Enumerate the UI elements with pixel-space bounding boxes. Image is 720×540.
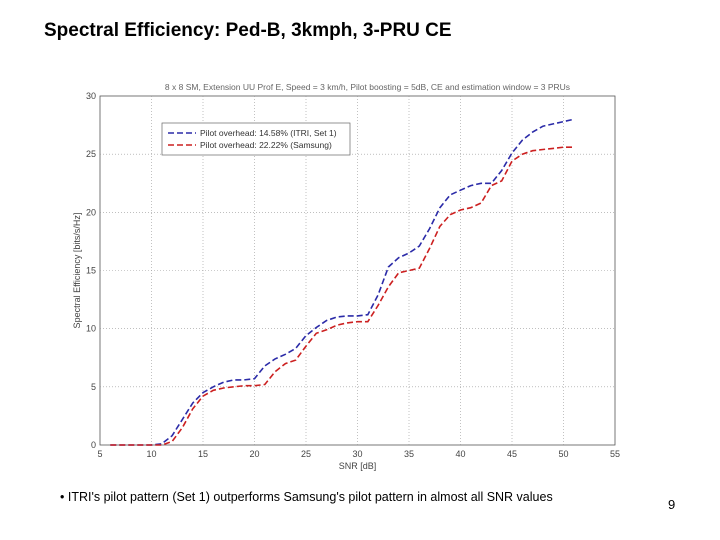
x-axis-label: SNR [dB] [339, 461, 377, 471]
chart-title: 8 x 8 SM, Extension UU Prof E, Speed = 3… [165, 82, 570, 92]
y-tick-label: 0 [91, 440, 96, 450]
y-tick-label: 30 [86, 91, 96, 101]
legend-box [161, 122, 351, 156]
bullet-text: • ITRI's pilot pattern (Set 1) outperfor… [60, 490, 553, 504]
series-line-2 [110, 146, 574, 446]
x-tick-label: 15 [198, 449, 208, 459]
y-axis-label: Spectral Efficiency [bits/s/Hz] [72, 213, 82, 329]
y-tick-label: 20 [86, 207, 96, 217]
y-tick-label: 10 [86, 324, 96, 334]
legend-label-1: Pilot overhead: 14.58% (ITRI, Set 1) [200, 128, 337, 138]
y-tick-label: 15 [86, 266, 96, 276]
y-tick-label: 25 [86, 149, 96, 159]
series-line-1 [110, 118, 574, 446]
x-tick-label: 20 [249, 449, 259, 459]
x-tick-label: 40 [455, 449, 465, 459]
x-tick-label: 25 [301, 449, 311, 459]
page-number: 9 [668, 497, 676, 512]
y-tick-label: 5 [91, 382, 96, 392]
x-tick-label: 45 [507, 449, 517, 459]
x-tick-label: 50 [558, 449, 568, 459]
x-tick-label: 10 [146, 449, 156, 459]
slide-title: Spectral Efficiency: Ped-B, 3kmph, 3-PRU… [44, 20, 452, 41]
x-tick-label: 30 [352, 449, 362, 459]
x-tick-label: 55 [610, 449, 620, 459]
x-tick-label: 35 [404, 449, 414, 459]
legend-label-2: Pilot overhead: 22.22% (Samsung) [200, 140, 332, 150]
x-tick-label: 5 [97, 449, 102, 459]
chart: 5 10 15 20 25 30 35 40 45 50 55 0 5 10 15 20 25 30 8 x 8 S… [60, 75, 635, 475]
